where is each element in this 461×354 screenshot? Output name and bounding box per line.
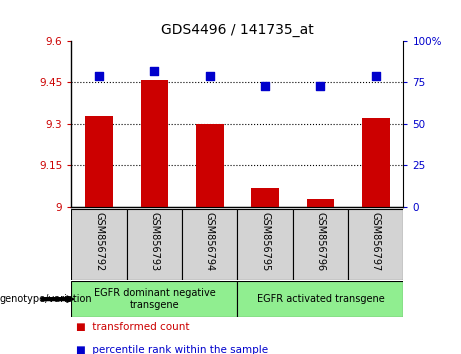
Bar (85, 116, 113, 207)
Text: EGFR dominant negative
transgene: EGFR dominant negative transgene (94, 288, 215, 310)
Text: EGFR activated transgene: EGFR activated transgene (256, 294, 384, 304)
Bar (362, 118, 390, 207)
Bar (141, 80, 168, 207)
Bar (293, 209, 348, 280)
Bar (196, 124, 224, 207)
Bar (71, 209, 127, 280)
Bar (307, 199, 334, 207)
Text: GSM856794: GSM856794 (205, 212, 215, 272)
Text: ■  transformed count: ■ transformed count (76, 322, 189, 332)
Point (317, 83, 324, 88)
Bar (237, 281, 403, 317)
Bar (71, 281, 237, 317)
Bar (251, 188, 279, 207)
Text: GSM856795: GSM856795 (260, 212, 270, 272)
Bar (182, 209, 237, 280)
Bar (348, 209, 403, 280)
Point (206, 73, 213, 79)
Title: GDS4496 / 141735_at: GDS4496 / 141735_at (161, 23, 314, 37)
Text: GSM856797: GSM856797 (371, 212, 381, 272)
Point (151, 68, 158, 74)
Text: GSM856793: GSM856793 (149, 212, 160, 272)
Point (372, 73, 379, 79)
Text: GSM856792: GSM856792 (94, 212, 104, 272)
Bar (237, 209, 293, 280)
Bar (127, 209, 182, 280)
Text: ■  percentile rank within the sample: ■ percentile rank within the sample (76, 345, 268, 354)
Text: genotype/variation: genotype/variation (0, 294, 93, 304)
Point (261, 83, 269, 88)
Point (95, 73, 103, 79)
Text: GSM856796: GSM856796 (315, 212, 325, 272)
